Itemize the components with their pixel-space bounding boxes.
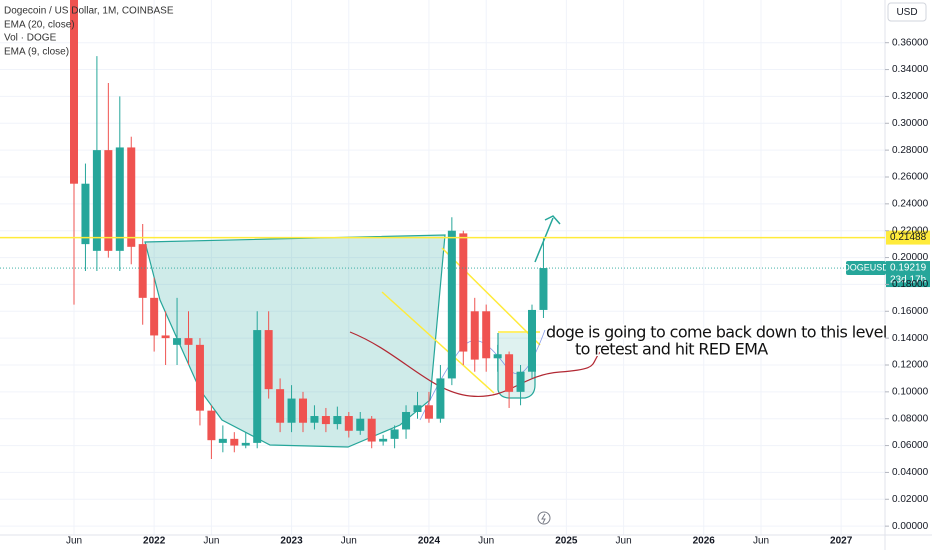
- y-tick-label: 0.10000: [892, 386, 929, 397]
- candle-body: [104, 150, 113, 251]
- x-tick-label: 2027: [830, 536, 853, 547]
- chart-title: Dogecoin / US Dollar, 1M, COINBASE: [4, 6, 174, 17]
- candle-body: [321, 416, 330, 425]
- annotation: to retest and hit RED EMA: [575, 340, 768, 359]
- candle-body: [253, 330, 262, 443]
- y-tick-label: 0.26000: [892, 172, 929, 183]
- alert-icon[interactable]: [537, 511, 551, 525]
- x-tick-label: Jun: [478, 536, 494, 547]
- y-tick-label: 0.36000: [892, 37, 929, 48]
- level-label-box: [886, 230, 930, 245]
- candle-body: [195, 344, 204, 411]
- x-tick-label: Jun: [341, 536, 357, 547]
- candle-body: [161, 335, 170, 339]
- indicator-label: Vol · DOGE: [4, 33, 57, 44]
- currency-label[interactable]: USD: [896, 7, 917, 18]
- y-tick-label: 0.00000: [892, 521, 929, 532]
- candle-body: [402, 411, 411, 430]
- candle-body: [482, 311, 491, 359]
- candle-body: [287, 398, 296, 423]
- y-tick-label: 0.18000: [892, 279, 929, 290]
- candle-body: [539, 268, 548, 310]
- candle-body: [516, 371, 525, 392]
- currency-button[interactable]: [887, 2, 927, 22]
- x-tick-label: Jun: [753, 536, 769, 547]
- cup-drawing: [144, 234, 446, 448]
- candle-body: [264, 330, 273, 390]
- annotation: doge is going to come back down to this …: [546, 323, 887, 342]
- arrow: [534, 215, 561, 263]
- candle-body: [218, 438, 227, 443]
- candle-body: [367, 418, 376, 442]
- candle-body: [81, 183, 90, 245]
- candle-body: [173, 338, 182, 345]
- x-tick-label: Jun: [203, 536, 219, 547]
- candle-body: [379, 438, 388, 442]
- price-box: [886, 261, 930, 288]
- candle-body: [470, 311, 479, 360]
- y-tick-label: 0.30000: [892, 118, 929, 129]
- y-tick-label: 0.20000: [892, 252, 929, 263]
- indicator-label: EMA (9, close): [4, 47, 69, 58]
- candle-body: [299, 398, 307, 423]
- y-tick-label: 0.32000: [892, 91, 929, 102]
- ema-20-line: [349, 331, 601, 398]
- candle-body: [424, 405, 433, 419]
- level-label: 0.21488: [890, 232, 927, 243]
- symbol-box: [846, 261, 886, 276]
- candle-body: [138, 244, 147, 298]
- price-label: 0.19219: [890, 263, 927, 274]
- y-tick-label: 0.06000: [892, 440, 929, 451]
- candle-body: [310, 416, 319, 423]
- candle-body: [459, 233, 468, 352]
- y-tick-label: 0.16000: [892, 306, 929, 317]
- trend-line: [441, 247, 541, 346]
- candle-body: [127, 147, 136, 247]
- trend-line: [381, 291, 495, 394]
- candle-body: [230, 438, 239, 446]
- y-tick-label: 0.04000: [892, 467, 929, 478]
- y-tick-label: 0.02000: [892, 494, 929, 505]
- candle-body: [344, 416, 353, 431]
- y-tick-label: 0.14000: [892, 333, 929, 344]
- x-tick-label: 2023: [280, 536, 303, 547]
- y-tick-label: 0.28000: [892, 145, 929, 156]
- candle-body: [447, 230, 456, 379]
- candle-body: [493, 354, 502, 359]
- candle-body: [505, 354, 514, 392]
- candle-body: [184, 338, 193, 345]
- x-tick-label: 2022: [143, 536, 166, 547]
- y-tick-label: 0.34000: [892, 64, 929, 75]
- alert-icon: [541, 513, 546, 524]
- candle-body: [70, 0, 78, 184]
- candle-body: [150, 297, 159, 336]
- candle-body: [436, 378, 445, 419]
- candle-body: [207, 410, 216, 441]
- candle-body: [115, 147, 124, 251]
- candle-body: [276, 389, 285, 423]
- y-tick-label: 0.24000: [892, 198, 929, 209]
- candle-body: [390, 429, 399, 439]
- candle-body: [92, 150, 101, 251]
- x-tick-label: 2025: [555, 536, 578, 547]
- symbol-label: DOGEUSD: [843, 262, 889, 272]
- candles: [70, 0, 548, 459]
- candle-body: [333, 416, 342, 425]
- candle-body: [356, 418, 365, 431]
- x-tick-label: 2026: [693, 536, 716, 547]
- x-tick-label: Jun: [616, 536, 632, 547]
- countdown-label: 23d 17h: [890, 275, 926, 286]
- candle-body: [528, 309, 536, 372]
- candle-body: [241, 442, 250, 446]
- x-tick-label: 2024: [418, 536, 441, 547]
- y-tick-label: 0.08000: [892, 413, 929, 424]
- indicator-label: EMA (20, close): [4, 20, 75, 31]
- candle-body: [413, 405, 422, 412]
- y-tick-label: 0.22000: [892, 225, 929, 236]
- x-tick-label: Jun: [66, 536, 82, 547]
- y-tick-label: 0.12000: [892, 360, 929, 371]
